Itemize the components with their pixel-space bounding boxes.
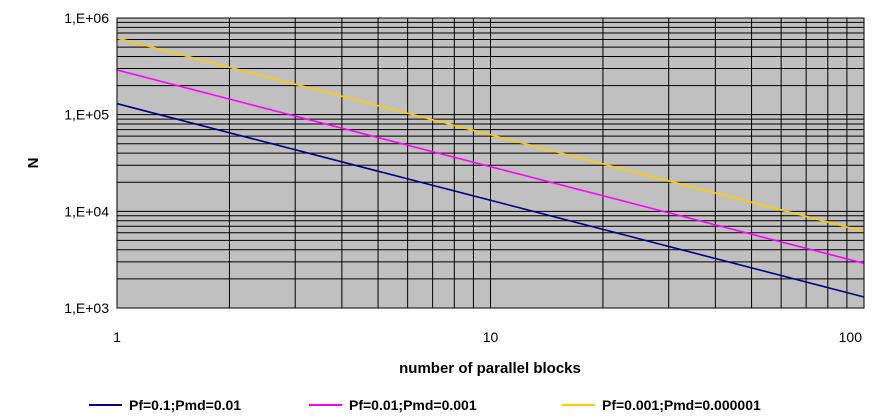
series-line [116,102,865,298]
x-tick-label: 100 [839,329,863,345]
grid-lines [117,18,864,308]
legend-item: Pf=0.01;Pmd=0.001 [309,397,477,413]
series-line [116,69,865,265]
y-tick-label: 1,E+05 [64,107,109,123]
series-line [116,37,865,233]
legend-label: Pf=0.001;Pmd=0.000001 [602,397,761,413]
y-tick-label: 1,E+04 [64,203,109,219]
y-tick-label: 1,E+03 [64,300,109,316]
y-axis-title: N [25,158,42,169]
y-tick-labels: 1,E+06 1,E+05 1,E+04 1,E+03 [64,10,109,316]
legend: Pf=0.1;Pmd=0.01 Pf=0.01;Pmd=0.001 Pf=0.0… [89,397,761,413]
legend-item: Pf=0.001;Pmd=0.000001 [562,397,761,413]
x-tick-label: 1 [113,329,121,345]
y-tick-label: 1,E+06 [64,10,109,26]
plot-border [116,17,865,309]
series-lines [116,37,865,298]
legend-item: Pf=0.1;Pmd=0.01 [89,397,241,413]
x-tick-labels: 1 10 100 [113,329,862,345]
x-axis-title: number of parallel blocks [399,360,581,377]
legend-label: Pf=0.01;Pmd=0.001 [349,397,477,413]
legend-label: Pf=0.1;Pmd=0.01 [129,397,241,413]
x-tick-label: 10 [483,329,499,345]
